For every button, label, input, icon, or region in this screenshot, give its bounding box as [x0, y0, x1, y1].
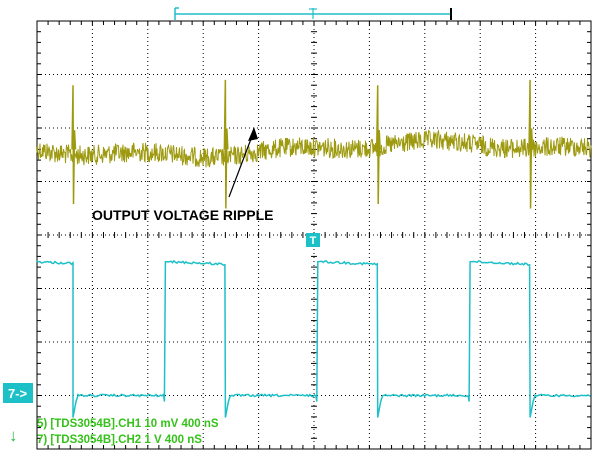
annotation: OUTPUT VOLTAGE RIPPLE [92, 127, 274, 223]
markers: T 7-> ↓ [3, 233, 320, 445]
trigger-marker-box [306, 233, 320, 247]
annotation-arrowhead [248, 127, 258, 141]
ch1-spike [528, 79, 534, 209]
traces [36, 79, 592, 418]
channel-legend: 5) [TDS3054B].CH1 10 mV 400 nS 7) [TDS30… [37, 418, 219, 446]
legend-ch1: 5) [TDS3054B].CH1 10 mV 400 nS [37, 418, 219, 430]
channel-marker-label: 7-> [8, 386, 28, 401]
channel-marker-box [3, 383, 33, 403]
trigger-marker-label: T [310, 235, 317, 247]
ch1-ripple-trace [36, 129, 592, 168]
trigger-position-bar [174, 7, 452, 20]
ch1-spike [223, 79, 229, 209]
ch1-spike [71, 85, 77, 204]
ch2-square-trace [36, 259, 591, 418]
legend-ch2: 7) [TDS3054B].CH2 1 V 400 nS [37, 434, 202, 446]
ground-marker-icon: ↓ [9, 426, 18, 445]
ch1-spike [375, 85, 381, 204]
annotation-text: OUTPUT VOLTAGE RIPPLE [92, 207, 274, 223]
annotation-arrow [228, 130, 255, 198]
